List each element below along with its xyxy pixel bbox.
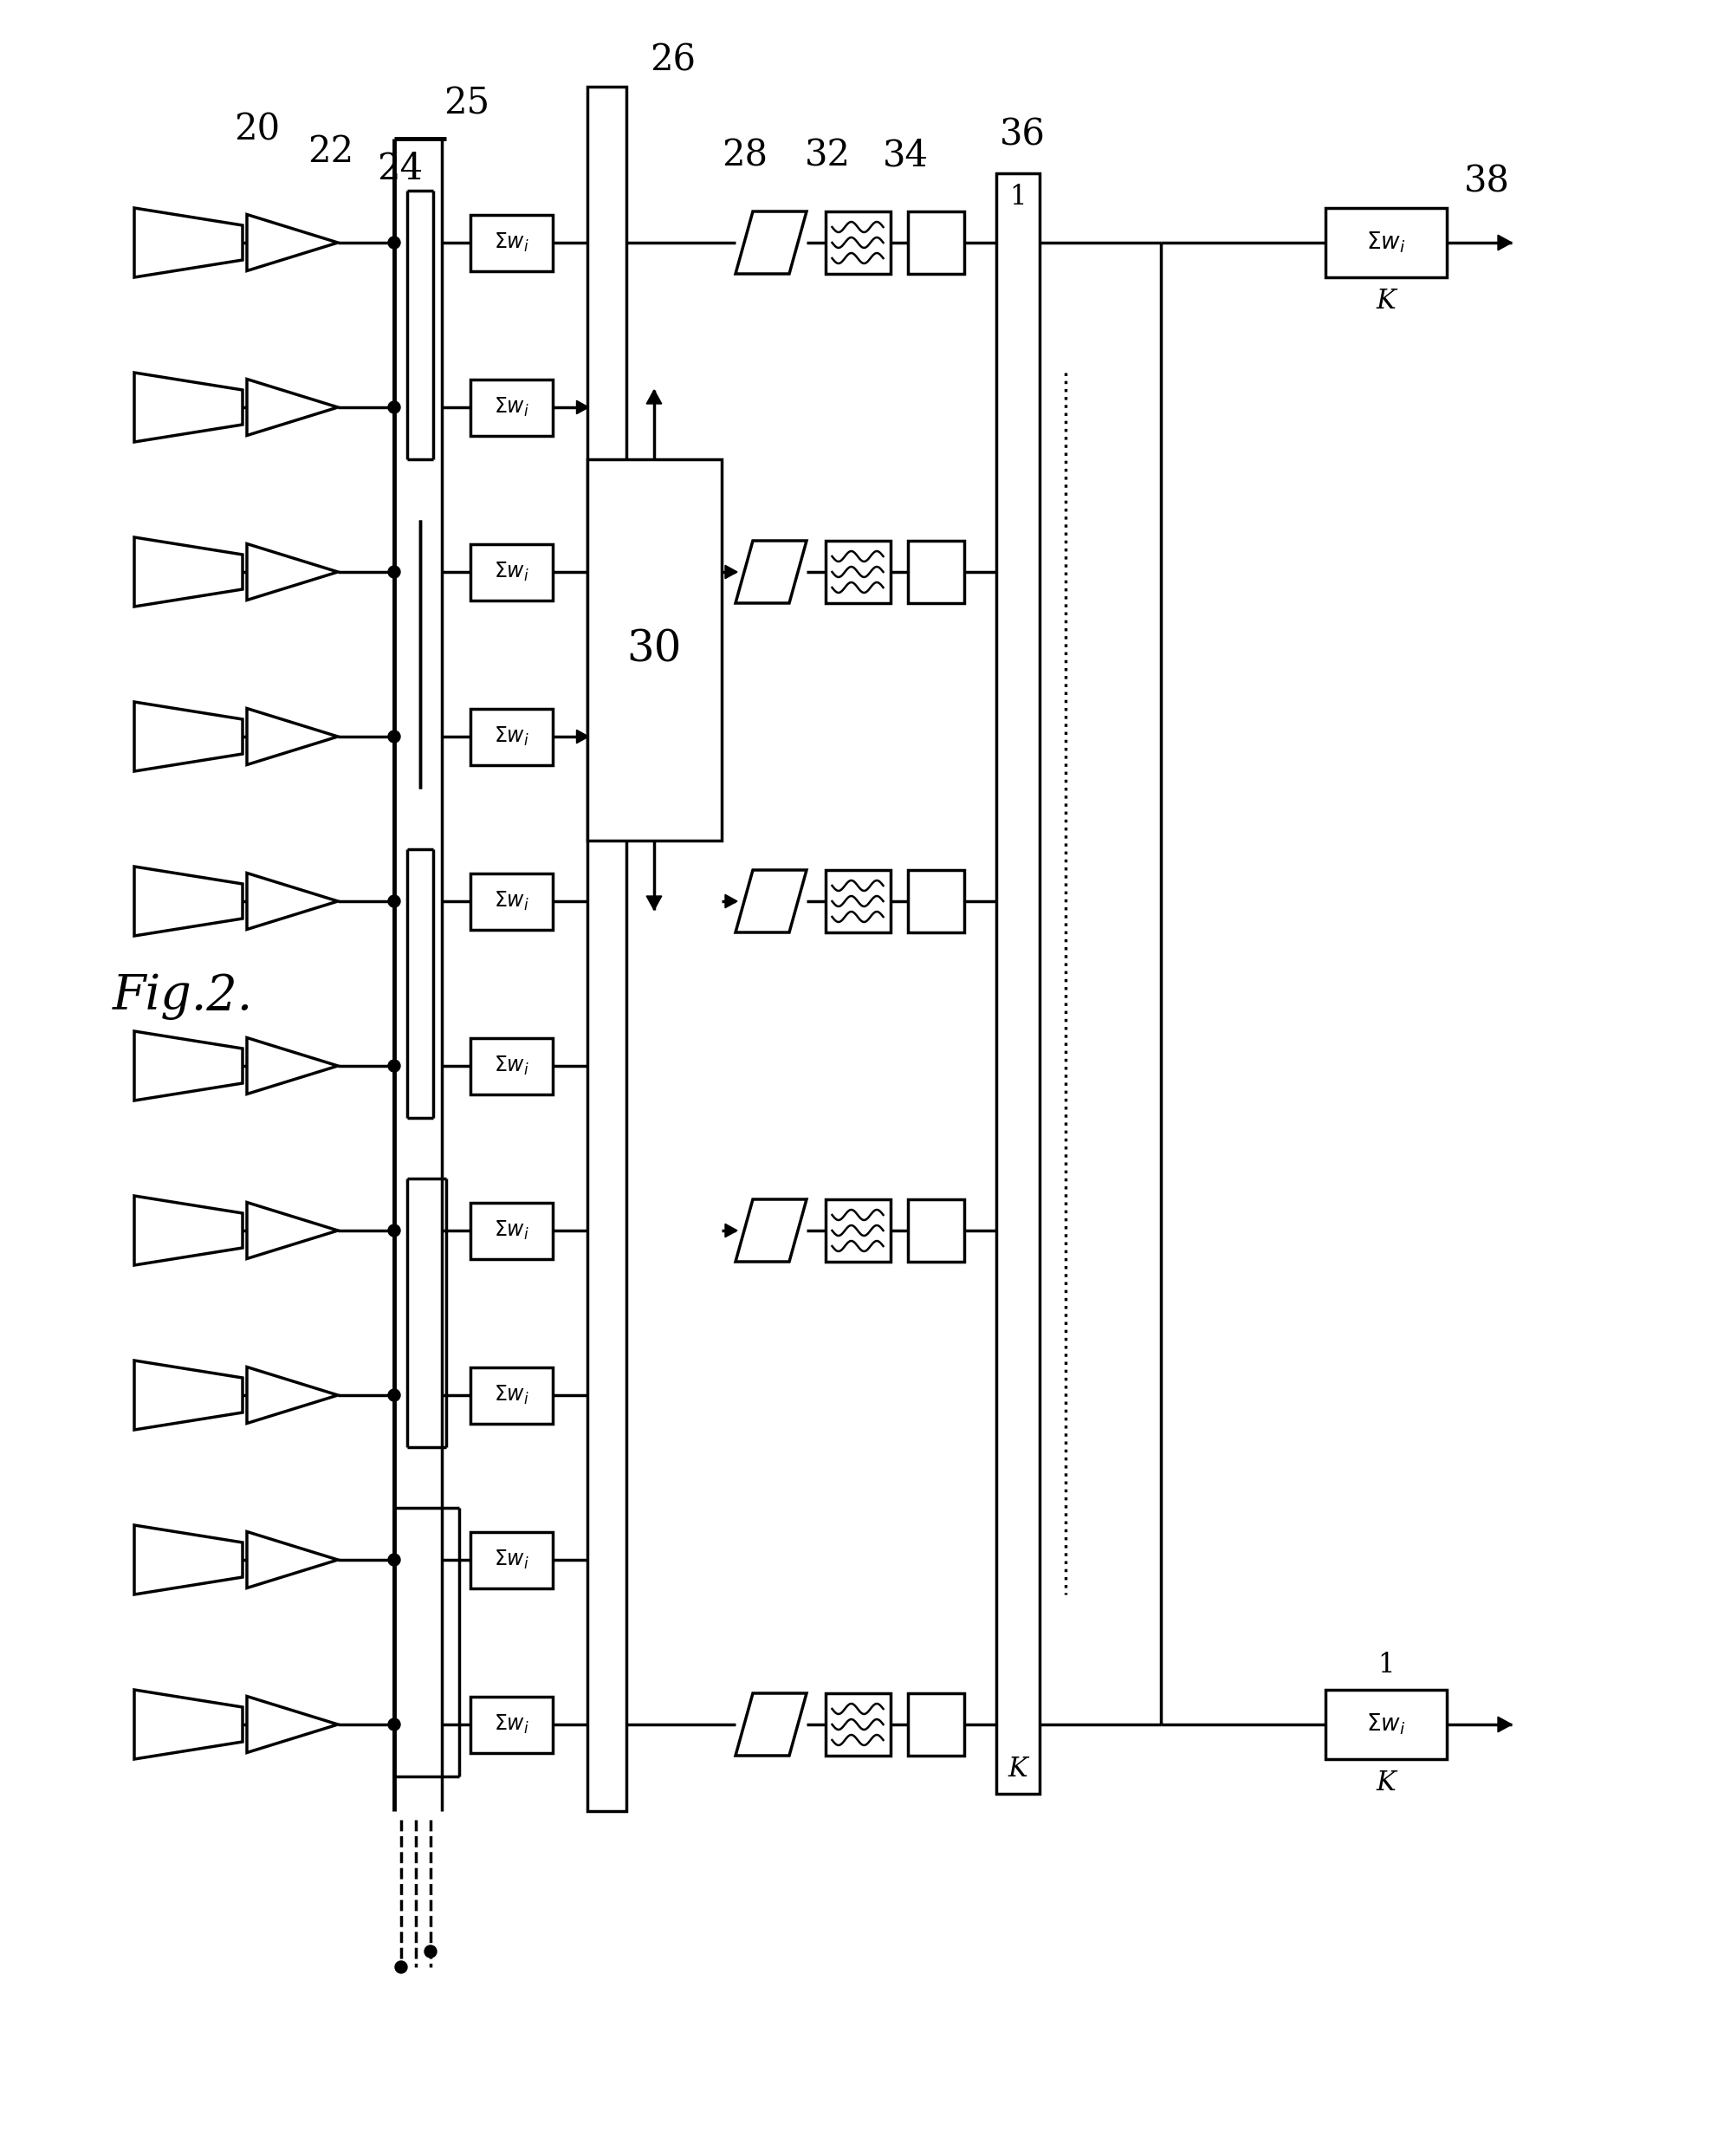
Polygon shape (647, 390, 662, 403)
Circle shape (424, 1945, 436, 1958)
Bar (907, 1692, 963, 1755)
Polygon shape (725, 895, 737, 908)
Polygon shape (725, 1225, 737, 1238)
Circle shape (388, 401, 400, 414)
Text: 1: 1 (1009, 183, 1027, 211)
Bar (825, 871, 890, 931)
Text: $\Sigma w_i$: $\Sigma w_i$ (1367, 231, 1406, 254)
Circle shape (395, 1962, 407, 1973)
Text: Fig.2.: Fig.2. (113, 972, 253, 1020)
Bar (907, 871, 963, 931)
Bar (1326, 207, 1448, 278)
Bar (587, 86, 626, 1811)
Text: 25: 25 (443, 86, 489, 123)
Circle shape (388, 731, 400, 742)
Text: $\Sigma w_i$: $\Sigma w_i$ (1367, 1712, 1406, 1738)
Bar (907, 541, 963, 604)
Bar (471, 1697, 553, 1753)
Text: $\Sigma w_i$: $\Sigma w_i$ (493, 1714, 529, 1736)
Text: 1: 1 (1377, 1651, 1394, 1680)
Bar (825, 541, 890, 604)
Text: K: K (1376, 289, 1396, 315)
Bar (825, 1199, 890, 1261)
Text: 24: 24 (376, 151, 423, 188)
Text: $\Sigma w_i$: $\Sigma w_i$ (493, 890, 529, 912)
Polygon shape (577, 401, 589, 414)
Circle shape (388, 895, 400, 908)
Bar (1326, 1690, 1448, 1759)
Text: $\Sigma w_i$: $\Sigma w_i$ (493, 1384, 529, 1406)
Circle shape (388, 1061, 400, 1072)
Text: 36: 36 (999, 116, 1045, 153)
Bar (996, 172, 1040, 1794)
Bar (471, 213, 553, 272)
Text: K: K (1376, 1770, 1396, 1796)
Text: $\Sigma w_i$: $\Sigma w_i$ (493, 231, 529, 254)
Circle shape (388, 237, 400, 248)
Text: 34: 34 (883, 138, 929, 175)
Polygon shape (577, 731, 589, 744)
Bar (825, 211, 890, 274)
Text: 26: 26 (650, 43, 696, 80)
Bar (471, 543, 553, 599)
Text: $\Sigma w_i$: $\Sigma w_i$ (493, 1054, 529, 1078)
Bar (471, 1531, 553, 1589)
Bar (471, 873, 553, 929)
Bar (471, 1367, 553, 1423)
Circle shape (388, 1388, 400, 1401)
Bar (587, 459, 722, 841)
Text: 28: 28 (722, 138, 768, 175)
Text: 22: 22 (308, 134, 354, 170)
Text: $\Sigma w_i$: $\Sigma w_i$ (493, 1218, 529, 1242)
Circle shape (388, 565, 400, 578)
Text: $\Sigma w_i$: $\Sigma w_i$ (493, 397, 529, 418)
Circle shape (388, 1718, 400, 1731)
Text: K: K (1008, 1757, 1028, 1783)
Bar (471, 1037, 553, 1093)
Bar (471, 379, 553, 436)
Bar (907, 211, 963, 274)
Text: $\Sigma w_i$: $\Sigma w_i$ (493, 1548, 529, 1572)
Text: $\Sigma w_i$: $\Sigma w_i$ (493, 561, 529, 584)
Bar (471, 709, 553, 765)
Circle shape (388, 1554, 400, 1565)
Polygon shape (1497, 1716, 1513, 1731)
Bar (471, 1203, 553, 1259)
Polygon shape (1497, 235, 1513, 250)
Circle shape (388, 1225, 400, 1238)
Text: 32: 32 (804, 138, 850, 175)
Text: 38: 38 (1465, 164, 1509, 201)
Polygon shape (647, 897, 662, 910)
Polygon shape (725, 565, 737, 578)
Bar (907, 1199, 963, 1261)
Text: 20: 20 (234, 112, 281, 149)
Text: $\Sigma w_i$: $\Sigma w_i$ (493, 724, 529, 748)
Text: 30: 30 (626, 630, 681, 671)
Bar (825, 1692, 890, 1755)
